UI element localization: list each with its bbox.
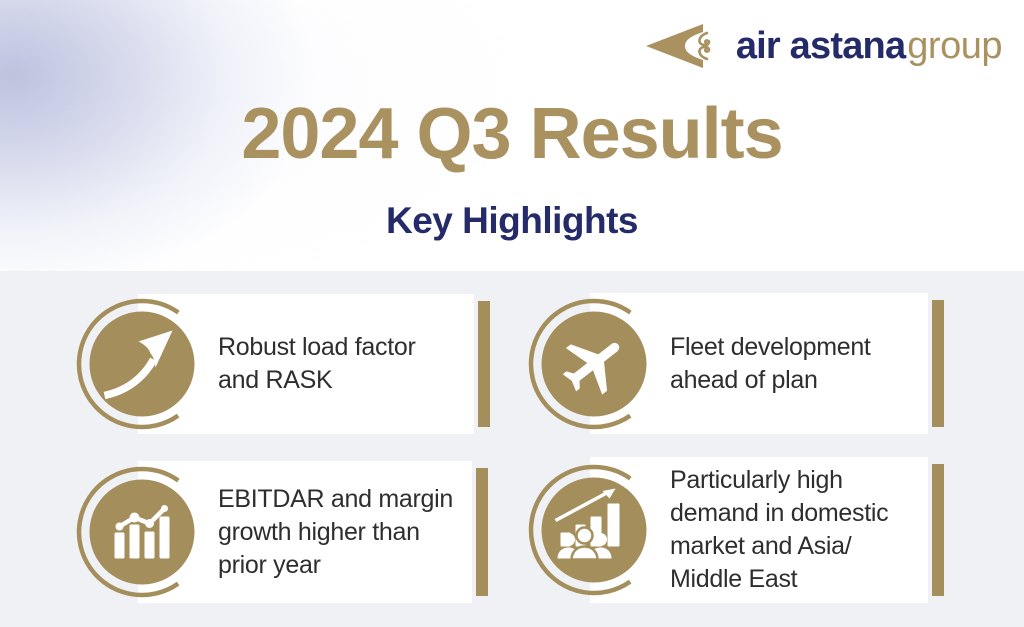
page-subtitle: Key Highlights bbox=[385, 200, 639, 241]
gold-accent-bar bbox=[932, 464, 944, 596]
logo-brand-text: air astana bbox=[735, 25, 906, 67]
card-text: Fleet development ahead of plan bbox=[670, 332, 871, 394]
card-text: EBITDAR and margin growth higher than pr… bbox=[218, 484, 453, 579]
air-astana-bird-icon bbox=[645, 24, 711, 68]
card-text: Robust load factor and RASK bbox=[218, 333, 416, 394]
air-astana-group-logo: air astanagroup bbox=[645, 20, 1002, 72]
hero-section: air astanagroup 2024 Q3 Results Key High… bbox=[0, 0, 1024, 271]
gold-accent-bar bbox=[932, 300, 944, 427]
highlight-card-load-factor: Robust load factor and RASK bbox=[75, 294, 490, 434]
airplane-icon bbox=[528, 298, 660, 429]
gold-accent-bar bbox=[478, 301, 490, 427]
trend-up-arrow-icon bbox=[76, 298, 208, 430]
logo-suffix-text: group bbox=[907, 25, 1002, 67]
bar-chart-trend-icon bbox=[76, 466, 208, 598]
highlight-card-ebitdar: EBITDAR and margin growth higher than pr… bbox=[75, 461, 488, 603]
gold-accent-bar bbox=[476, 468, 488, 596]
page-title: 2024 Q3 Results bbox=[241, 94, 783, 174]
demand-people-growth-icon bbox=[528, 464, 660, 596]
highlight-card-fleet: Fleet development ahead of plan bbox=[527, 293, 944, 434]
card-text: Particularly high demand in domestic mar… bbox=[670, 466, 889, 593]
highlight-card-demand: Particularly high demand in domestic mar… bbox=[527, 457, 944, 603]
